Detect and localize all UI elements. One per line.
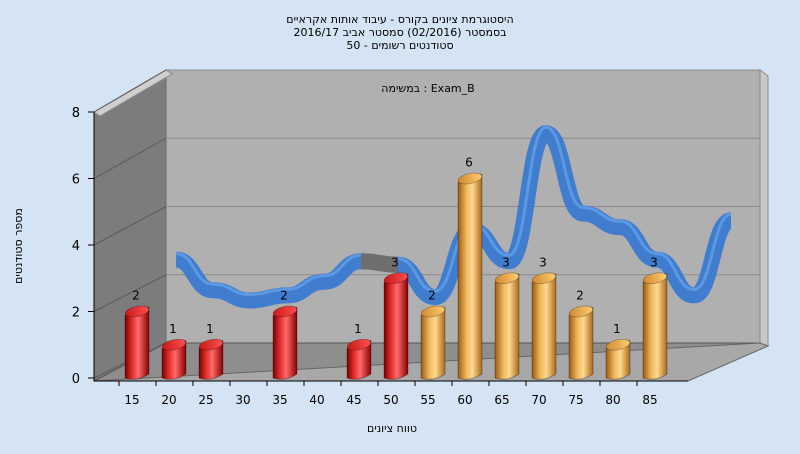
chart-title-line-1: היסטוגרמת ציונים בקורס - עיבוד אותות אקר… [286, 13, 513, 26]
x-tick-label: 50 [383, 393, 398, 407]
bar [531, 272, 557, 380]
y-tick-label: 6 [72, 173, 80, 188]
x-tick-label: 15 [124, 393, 139, 407]
bar [272, 305, 298, 380]
axes: 0 2 4 6 8 15 20 25 30 35 40 45 50 55 60 65 70 75 80 85 [72, 106, 688, 407]
bar-body [457, 173, 483, 380]
bar-body [124, 306, 150, 380]
bar-value-label: 3 [539, 255, 547, 269]
bar-top [161, 338, 187, 351]
x-tick-label: 55 [420, 393, 435, 407]
right-wall-edge [759, 69, 769, 347]
x-tick-label: 60 [457, 393, 472, 407]
bar-top [605, 338, 631, 351]
bar-body [531, 272, 557, 380]
x-tick-label: 45 [346, 393, 361, 407]
bar [494, 272, 520, 380]
x-tick-label: 80 [605, 393, 620, 407]
bar-top [198, 338, 224, 351]
bar-body [272, 306, 298, 380]
bar-top [457, 172, 483, 185]
chart-title-line-2: בסמסטר (02/2016) סמסטר אביב 2016/17 [293, 26, 506, 39]
bar [161, 338, 187, 380]
data-labels: 2 1 1 2 1 3 2 6 3 3 2 1 3 [132, 156, 658, 336]
bar-value-label: 3 [650, 255, 658, 269]
bar [198, 338, 224, 380]
gridline-side [93, 69, 167, 113]
bar [457, 172, 483, 380]
bar-value-label: 1 [613, 322, 621, 336]
bar-body [568, 306, 594, 380]
bar-value-label: 2 [132, 289, 140, 303]
bar-body [420, 306, 446, 380]
gridline-side [93, 206, 167, 246]
x-tick-label: 65 [494, 393, 509, 407]
chart-annotation: במשימה : Exam_B [381, 82, 474, 95]
bar-value-label: 2 [576, 289, 584, 303]
bar [420, 305, 446, 380]
bar-value-label: 3 [391, 255, 399, 269]
gridline-side [93, 274, 167, 312]
bar-top [531, 272, 557, 285]
bar-top [272, 305, 298, 318]
bar-body [642, 272, 668, 380]
y-tick-label: 8 [72, 106, 80, 121]
x-tick-label: 85 [642, 393, 657, 407]
bar [383, 272, 409, 380]
bars [124, 172, 668, 380]
bar-body [494, 272, 520, 380]
bar-top [568, 305, 594, 318]
bar-value-label: 2 [280, 289, 288, 303]
bar [642, 272, 668, 380]
y-axis-label: מספר סטודנטים [12, 208, 25, 284]
bar-value-label: 1 [169, 322, 177, 336]
x-tick-label: 70 [531, 393, 546, 407]
y-tick-label: 2 [72, 306, 80, 321]
chart-title-line-3: סטודנטים רשומים - 50 [346, 39, 453, 52]
x-tick-label: 40 [309, 393, 324, 407]
curve-hidden-segment [360, 253, 399, 273]
bar-value-label: 1 [354, 322, 362, 336]
bar-value-label: 2 [428, 289, 436, 303]
bar [568, 305, 594, 380]
bar [605, 338, 631, 380]
bar-top [642, 272, 668, 285]
bar-value-label: 3 [502, 255, 510, 269]
bar [124, 305, 150, 380]
bar-value-label: 6 [465, 156, 473, 170]
bar-top [124, 305, 150, 318]
bar-value-label: 1 [206, 322, 214, 336]
bar-body [383, 272, 409, 380]
y-tick-label: 4 [72, 239, 80, 254]
x-axis-label: טווח ציונים [367, 422, 417, 435]
bar-top [346, 338, 372, 351]
x-tick-label: 30 [235, 393, 250, 407]
y-tick-label: 0 [72, 372, 80, 387]
bar [346, 338, 372, 380]
bar-top [494, 272, 520, 285]
gridline-side [93, 137, 167, 179]
x-tick-label: 20 [161, 393, 176, 407]
x-tick-label: 25 [198, 393, 213, 407]
x-tick-label: 35 [272, 393, 287, 407]
x-tick-label: 75 [568, 393, 583, 407]
bar-top [420, 305, 446, 318]
bar-top [383, 272, 409, 285]
